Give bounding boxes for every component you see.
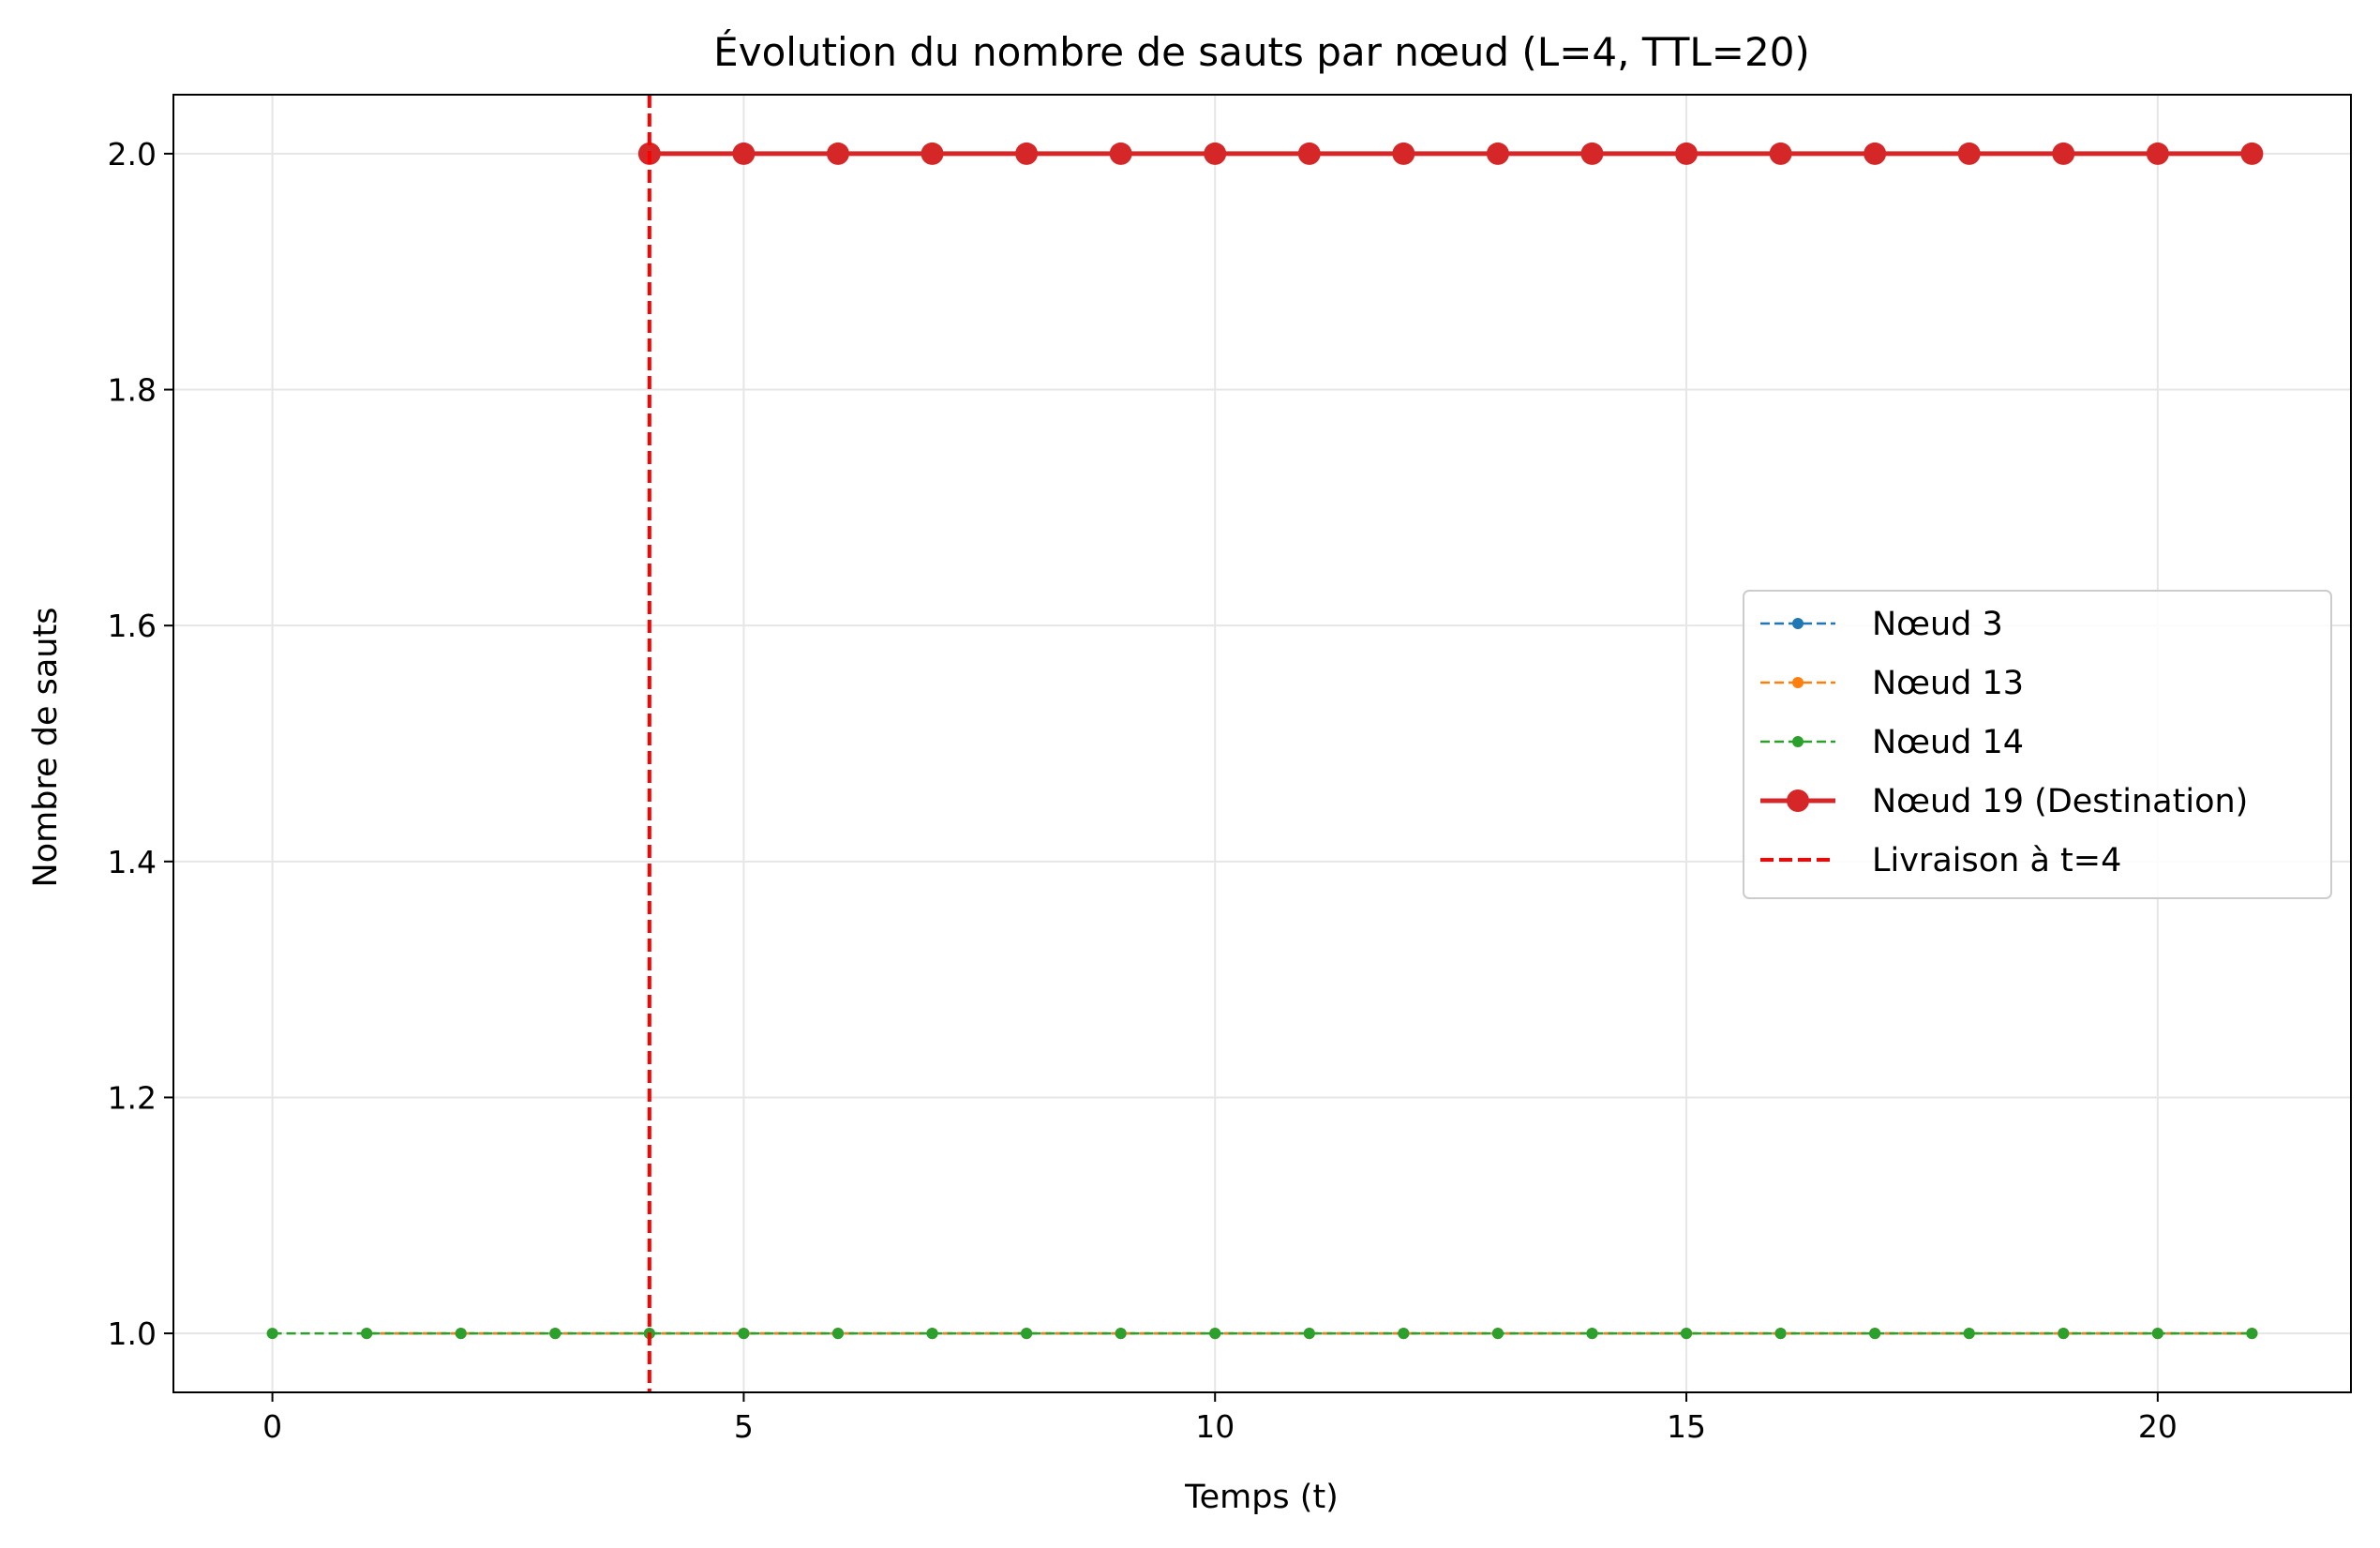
data-point <box>361 1328 373 1340</box>
x-tick-label: 0 <box>262 1408 282 1445</box>
x-axis-label: Temps (t) <box>1184 1479 1339 1516</box>
data-point <box>2146 142 2169 165</box>
data-point <box>1398 1328 1410 1340</box>
x-tick-label: 10 <box>1195 1408 1235 1445</box>
data-point <box>1021 1328 1033 1340</box>
data-point <box>926 1328 938 1340</box>
y-tick-label: 1.2 <box>108 1079 157 1116</box>
plot-frame <box>172 94 2352 1393</box>
legend-label: Nœud 14 <box>1872 724 2024 761</box>
y-tick-label: 1.4 <box>108 844 157 880</box>
data-point <box>1681 1328 1693 1340</box>
data-point <box>831 1328 844 1340</box>
data-point <box>1491 1328 1504 1340</box>
legend-label: Nœud 13 <box>1872 665 2024 702</box>
y-tick-label: 1.8 <box>108 372 157 409</box>
data-point <box>1204 142 1227 165</box>
legend-marker <box>1792 618 1804 629</box>
legend-box <box>1743 590 2332 899</box>
data-point <box>1115 1328 1127 1340</box>
data-layer <box>266 95 2264 1392</box>
data-point <box>2246 1328 2258 1340</box>
data-point <box>1392 142 1415 165</box>
data-point <box>1486 142 1509 165</box>
data-point <box>455 1328 467 1340</box>
legend-item: Livraison à t=4 <box>1760 842 2121 879</box>
data-point <box>266 1328 278 1340</box>
legend: Nœud 3 Nœud 13 Nœud 14 Nœud 19 (Destination… <box>1743 590 2332 899</box>
data-point <box>1963 1328 1975 1340</box>
data-point <box>921 142 944 165</box>
legend-item: Nœud 14 <box>1760 724 2024 761</box>
x-tick-label: 5 <box>734 1408 754 1445</box>
axis-layer: 0 5 10 15 20 1.0 1.2 1.4 1.6 1.8 2.0 <box>108 136 2178 1445</box>
series-n-ud-19-destination- <box>637 142 2264 165</box>
data-point <box>1774 1328 1787 1340</box>
data-point <box>1015 142 1039 165</box>
data-point <box>1957 142 1981 165</box>
legend-marker <box>1792 677 1804 688</box>
legend-label: Livraison à t=4 <box>1872 842 2121 879</box>
chart-title: Évolution du nombre de sauts par nœud (L… <box>713 28 1810 75</box>
y-axis-label: Nombre de sauts <box>27 608 65 888</box>
series-n-ud-14 <box>266 1328 2258 1340</box>
x-tick-label: 20 <box>2138 1408 2178 1445</box>
data-point <box>1869 1328 1881 1340</box>
y-tick-label: 2.0 <box>108 136 157 173</box>
legend-item: Nœud 13 <box>1760 665 2024 702</box>
legend-label: Nœud 3 <box>1872 606 2003 643</box>
data-point <box>2058 1328 2070 1340</box>
data-point <box>1297 142 1321 165</box>
legend-marker <box>1787 789 1809 812</box>
legend-item: Nœud 3 <box>1760 606 2003 643</box>
data-point <box>1303 1328 1315 1340</box>
y-tick-label: 1.6 <box>108 608 157 644</box>
data-point <box>549 1328 561 1340</box>
data-point <box>732 142 756 165</box>
legend-marker <box>1792 736 1804 747</box>
legend-label: Nœud 19 (Destination) <box>1872 783 2248 820</box>
data-point <box>2151 1328 2163 1340</box>
data-point <box>2052 142 2075 165</box>
data-point <box>738 1328 750 1340</box>
data-point <box>2240 142 2264 165</box>
data-point <box>1675 142 1699 165</box>
data-point <box>1209 1328 1221 1340</box>
y-tick-label: 1.0 <box>108 1315 157 1352</box>
data-point <box>1109 142 1132 165</box>
data-point <box>1580 142 1604 165</box>
legend-item: Nœud 19 (Destination) <box>1760 783 2248 820</box>
data-point <box>1769 142 1792 165</box>
data-point <box>1586 1328 1598 1340</box>
x-tick-label: 15 <box>1667 1408 1706 1445</box>
data-point <box>1864 142 1887 165</box>
data-point <box>826 142 849 165</box>
